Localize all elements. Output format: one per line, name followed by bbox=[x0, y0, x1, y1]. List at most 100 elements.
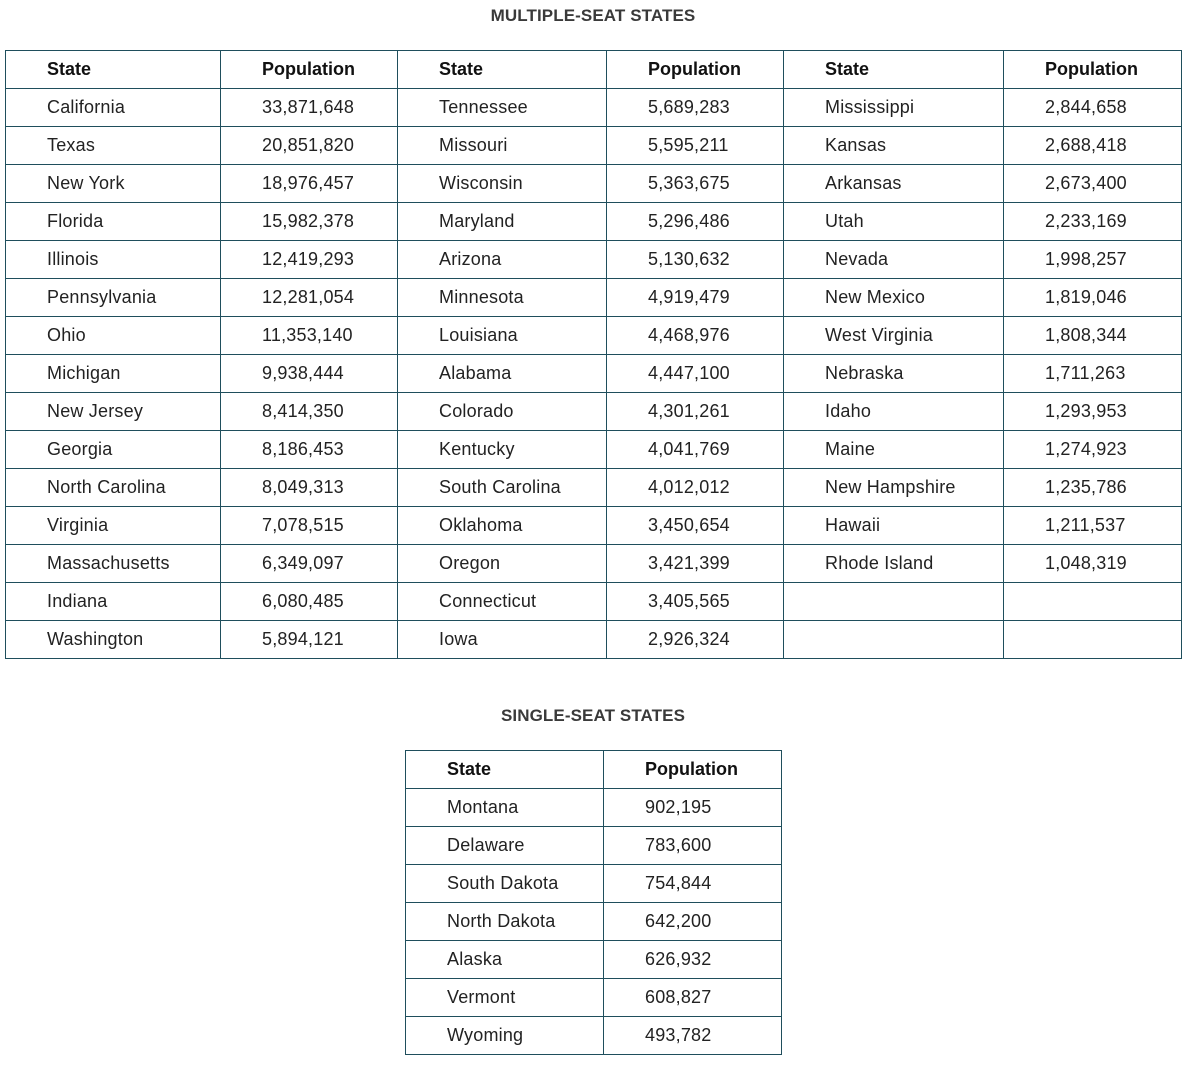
state-cell: Delaware bbox=[405, 826, 604, 865]
population-cell: 12,281,054 bbox=[220, 278, 398, 317]
column-header: State bbox=[397, 50, 607, 89]
multiple-seat-heading: MULTIPLE-SEAT STATES bbox=[490, 6, 696, 25]
population-cell: 5,894,121 bbox=[220, 620, 398, 659]
population-cell: 3,450,654 bbox=[606, 506, 784, 545]
table-row: Montana 902,195 bbox=[405, 788, 782, 827]
population-cell: 5,689,283 bbox=[606, 88, 784, 127]
state-cell: Texas bbox=[5, 126, 221, 165]
state-cell: Maryland bbox=[397, 202, 607, 241]
state-cell: Oklahoma bbox=[397, 506, 607, 545]
state-cell: South Dakota bbox=[405, 864, 604, 903]
population-cell: 626,932 bbox=[603, 940, 782, 979]
population-cell: 12,419,293 bbox=[220, 240, 398, 279]
population-cell: 1,211,537 bbox=[1003, 506, 1182, 545]
state-cell: Minnesota bbox=[397, 278, 607, 317]
population-cell: 783,600 bbox=[603, 826, 782, 865]
table-row: Pennsylvania 12,281,054 Minnesota 4,919,479… bbox=[5, 278, 1182, 317]
state-cell: Vermont bbox=[405, 978, 604, 1017]
population-cell: 5,363,675 bbox=[606, 164, 784, 203]
population-cell: 493,782 bbox=[603, 1016, 782, 1055]
table-header-row: State Population bbox=[405, 750, 782, 789]
state-cell: Maine bbox=[783, 430, 1004, 469]
column-header: Population bbox=[603, 750, 782, 789]
state-cell: North Dakota bbox=[405, 902, 604, 941]
state-cell: Arkansas bbox=[783, 164, 1004, 203]
table-row: Vermont 608,827 bbox=[405, 978, 782, 1017]
state-cell: Oregon bbox=[397, 544, 607, 583]
population-cell: 8,049,313 bbox=[220, 468, 398, 507]
population-cell: 6,080,485 bbox=[220, 582, 398, 621]
column-header: Population bbox=[220, 50, 398, 89]
table-row: Washington 5,894,121 Iowa 2,926,324 bbox=[5, 620, 1182, 659]
population-cell: 642,200 bbox=[603, 902, 782, 941]
state-cell: California bbox=[5, 88, 221, 127]
state-cell: Massachusetts bbox=[5, 544, 221, 583]
table-header-row: State Population State Population State … bbox=[5, 50, 1182, 89]
population-cell: 1,819,046 bbox=[1003, 278, 1182, 317]
state-cell: West Virginia bbox=[783, 316, 1004, 355]
state-cell: Indiana bbox=[5, 582, 221, 621]
table-row: Virginia 7,078,515 Oklahoma 3,450,654 Hawaii… bbox=[5, 506, 1182, 545]
state-cell: Tennessee bbox=[397, 88, 607, 127]
population-cell: 1,808,344 bbox=[1003, 316, 1182, 355]
state-cell: Kentucky bbox=[397, 430, 607, 469]
table-row: Illinois 12,419,293 Arizona 5,130,632 Nevada… bbox=[5, 240, 1182, 279]
population-cell: 1,711,263 bbox=[1003, 354, 1182, 393]
state-cell: South Carolina bbox=[397, 468, 607, 507]
population-cell: 5,130,632 bbox=[606, 240, 784, 279]
table-row: New York 18,976,457 Wisconsin 5,363,675 Arka… bbox=[5, 164, 1182, 203]
table-row: Alaska 626,932 bbox=[405, 940, 782, 979]
state-cell: Montana bbox=[405, 788, 604, 827]
population-cell bbox=[1003, 620, 1182, 659]
population-cell: 608,827 bbox=[603, 978, 782, 1017]
population-cell: 7,078,515 bbox=[220, 506, 398, 545]
state-cell: Missouri bbox=[397, 126, 607, 165]
population-cell: 4,012,012 bbox=[606, 468, 784, 507]
state-cell: Georgia bbox=[5, 430, 221, 469]
table-row: Georgia 8,186,453 Kentucky 4,041,769 Maine 1,… bbox=[5, 430, 1182, 469]
state-cell: Connecticut bbox=[397, 582, 607, 621]
population-cell: 11,353,140 bbox=[220, 316, 398, 355]
population-cell: 2,233,169 bbox=[1003, 202, 1182, 241]
table-row: North Dakota 642,200 bbox=[405, 902, 782, 941]
state-cell: New Jersey bbox=[5, 392, 221, 431]
table-row: California 33,871,648 Tennessee 5,689,283 Mi… bbox=[5, 88, 1182, 127]
table-row: Indiana 6,080,485 Connecticut 3,405,565 bbox=[5, 582, 1182, 621]
population-cell: 9,938,444 bbox=[220, 354, 398, 393]
population-cell: 1,998,257 bbox=[1003, 240, 1182, 279]
table-row: North Carolina 8,049,313 South Carolina 4,0… bbox=[5, 468, 1182, 507]
state-cell: Pennsylvania bbox=[5, 278, 221, 317]
population-cell: 5,595,211 bbox=[606, 126, 784, 165]
state-cell bbox=[783, 582, 1004, 621]
state-cell: Florida bbox=[5, 202, 221, 241]
state-cell: Ohio bbox=[5, 316, 221, 355]
state-cell: Hawaii bbox=[783, 506, 1004, 545]
state-cell bbox=[783, 620, 1004, 659]
population-cell: 2,844,658 bbox=[1003, 88, 1182, 127]
population-cell: 20,851,820 bbox=[220, 126, 398, 165]
state-cell: Iowa bbox=[397, 620, 607, 659]
state-cell: Wisconsin bbox=[397, 164, 607, 203]
state-cell: Kansas bbox=[783, 126, 1004, 165]
state-cell: Wyoming bbox=[405, 1016, 604, 1055]
single-seat-heading: SINGLE-SEAT STATES bbox=[500, 706, 686, 725]
multiple-seat-table: State Population State Population State … bbox=[5, 50, 1182, 659]
table-row: Wyoming 493,782 bbox=[405, 1016, 782, 1055]
population-cell: 754,844 bbox=[603, 864, 782, 903]
state-cell: New Mexico bbox=[783, 278, 1004, 317]
table-row: Florida 15,982,378 Maryland 5,296,486 Utah 2,… bbox=[5, 202, 1182, 241]
state-cell: Alabama bbox=[397, 354, 607, 393]
population-cell: 15,982,378 bbox=[220, 202, 398, 241]
population-cell: 2,688,418 bbox=[1003, 126, 1182, 165]
state-cell: Idaho bbox=[783, 392, 1004, 431]
state-cell: Rhode Island bbox=[783, 544, 1004, 583]
state-cell: Nebraska bbox=[783, 354, 1004, 393]
state-cell: North Carolina bbox=[5, 468, 221, 507]
table-row: New Jersey 8,414,350 Colorado 4,301,261 Idah… bbox=[5, 392, 1182, 431]
population-cell: 1,235,786 bbox=[1003, 468, 1182, 507]
state-cell: Mississippi bbox=[783, 88, 1004, 127]
column-header: State bbox=[5, 50, 221, 89]
column-header: State bbox=[405, 750, 604, 789]
population-cell: 18,976,457 bbox=[220, 164, 398, 203]
column-header: Population bbox=[1003, 50, 1182, 89]
